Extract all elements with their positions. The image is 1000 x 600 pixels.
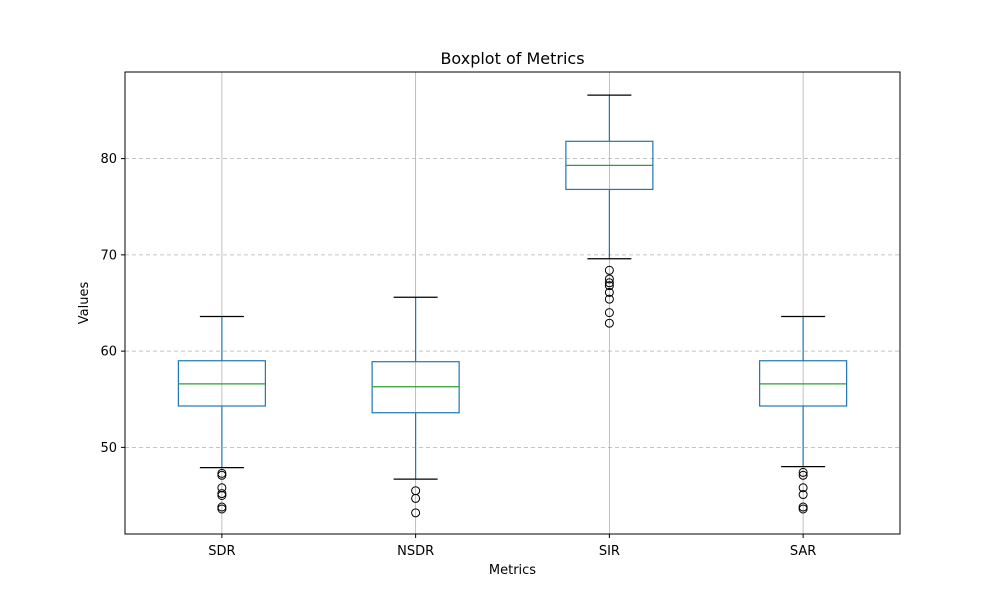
outlier-point — [604, 294, 614, 304]
y-tick-label: 80 — [100, 152, 117, 167]
outlier-point — [798, 483, 808, 493]
x-tick-label: SIR — [599, 544, 620, 559]
y-axis-label: Values — [77, 282, 92, 325]
outlier-point — [217, 504, 227, 514]
y-tick-label: 70 — [100, 248, 117, 263]
outlier-point — [604, 278, 614, 288]
y-tick-label: 60 — [100, 345, 117, 360]
plot-frame — [124, 71, 901, 535]
outlier-point — [604, 265, 614, 275]
x-axis-label: Metrics — [489, 563, 536, 578]
x-tick-label: SAR — [790, 544, 816, 559]
outlier-point — [604, 287, 614, 297]
x-tick-label: NSDR — [397, 544, 434, 559]
box-sar — [759, 315, 848, 514]
outlier-point — [798, 504, 808, 514]
outlier-point — [411, 493, 421, 503]
outlier-point — [798, 470, 808, 480]
outlier-point — [798, 467, 808, 477]
outlier-point — [604, 281, 614, 291]
box-nsdr — [371, 296, 460, 518]
box-layer — [177, 94, 848, 518]
box-sdr — [177, 315, 266, 514]
grid-layer — [125, 72, 900, 534]
outlier-point — [604, 318, 614, 328]
x-tick-label: SDR — [208, 544, 235, 559]
outlier-point — [798, 490, 808, 500]
tick-layer: SDR NSDR SIR SAR 50 60 70 80 — [100, 152, 816, 559]
outlier-point — [217, 470, 227, 480]
box-sir — [565, 94, 654, 328]
outlier-point — [217, 491, 227, 500]
y-tick-label: 50 — [100, 441, 117, 456]
outlier-point — [604, 274, 614, 284]
outlier-point — [604, 308, 614, 318]
chart-title: Boxplot of Metrics — [440, 49, 584, 68]
outlier-point — [411, 508, 421, 518]
